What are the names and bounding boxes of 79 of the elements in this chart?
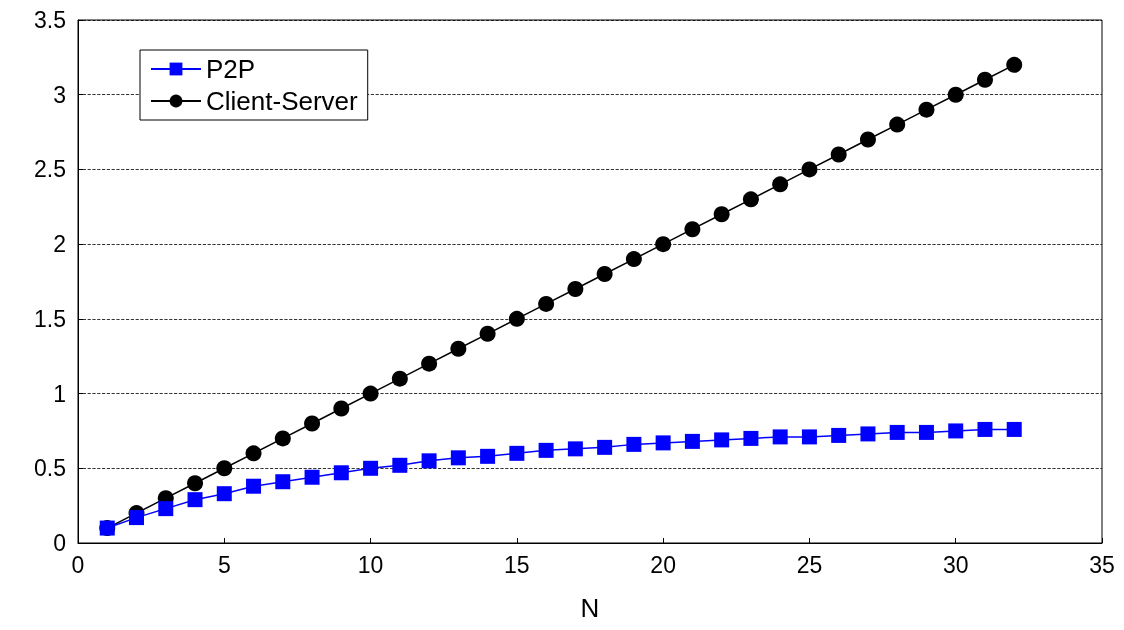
x-tick-label: 35 [1089, 551, 1115, 578]
legend-label: P2P [206, 54, 256, 84]
point [1006, 56, 1023, 73]
point [889, 116, 906, 133]
point [597, 439, 613, 455]
point [304, 469, 320, 485]
point [187, 492, 203, 508]
point [830, 146, 847, 163]
y-tick-label: 1 [53, 380, 66, 407]
y-tick-label: 3 [53, 81, 66, 108]
point [304, 415, 321, 432]
point [714, 432, 730, 448]
point [421, 453, 437, 469]
point [655, 435, 671, 451]
point [392, 457, 408, 473]
point [596, 266, 613, 283]
point [450, 340, 467, 357]
point [684, 433, 700, 449]
y-tick-label: 3.5 [34, 7, 66, 33]
point [831, 427, 847, 443]
point [626, 436, 642, 452]
point [246, 478, 262, 494]
x-axis-title: N [580, 593, 600, 623]
point [1006, 421, 1022, 437]
x-tick-label: 15 [504, 551, 530, 578]
y-tick-label: 0.5 [34, 455, 66, 482]
point [743, 430, 759, 446]
point [158, 501, 174, 517]
point [538, 295, 555, 312]
y-tick-label: 2 [53, 231, 66, 258]
point [129, 510, 145, 526]
point [801, 161, 818, 178]
point [801, 429, 817, 445]
point [684, 221, 701, 238]
point [450, 450, 466, 466]
point [216, 460, 233, 477]
x-tick-label: 20 [650, 551, 676, 578]
point [625, 251, 642, 268]
point [713, 206, 730, 223]
point [772, 429, 788, 445]
y-tick-label: 1.5 [34, 305, 66, 332]
legend-label: Client-Server [206, 86, 359, 116]
point [889, 424, 905, 440]
point [509, 445, 525, 461]
x-tick-label: 30 [942, 551, 969, 578]
point [245, 445, 262, 462]
point [860, 426, 876, 442]
x-tick-label: 5 [217, 551, 231, 578]
point [918, 424, 934, 440]
point [216, 486, 232, 502]
point [391, 370, 408, 387]
point [567, 441, 583, 457]
x-tick-label: 25 [796, 551, 823, 578]
point [274, 430, 291, 447]
point [772, 176, 789, 193]
point [567, 280, 584, 297]
point [508, 310, 525, 327]
point [275, 474, 291, 490]
x-tick-label: 10 [357, 551, 384, 578]
y-tick-label: 0 [53, 530, 66, 556]
point [187, 475, 204, 492]
point [655, 236, 672, 253]
point [538, 442, 554, 458]
point [479, 325, 496, 342]
point [859, 131, 876, 148]
point [918, 101, 935, 118]
point [362, 385, 379, 402]
point [333, 400, 350, 417]
point [742, 191, 759, 208]
point [947, 86, 964, 103]
point [948, 423, 964, 439]
point [333, 465, 349, 481]
point [421, 355, 438, 372]
point [363, 460, 379, 476]
point [977, 421, 993, 437]
y-tick-label: 2.5 [34, 156, 66, 183]
x-tick-label: 0 [71, 551, 85, 578]
point [480, 448, 496, 464]
point [976, 71, 993, 88]
